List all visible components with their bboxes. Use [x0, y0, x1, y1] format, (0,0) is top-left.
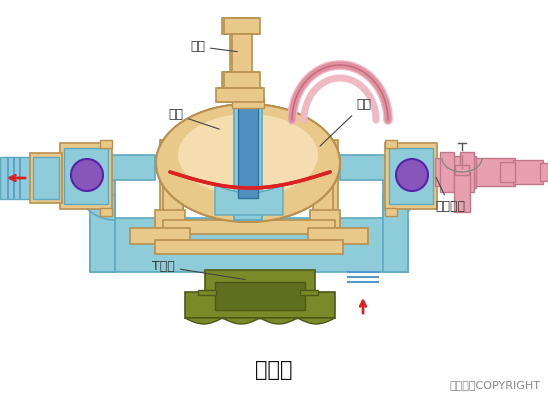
Bar: [454, 172, 470, 212]
Bar: [224, 72, 260, 90]
Bar: [218, 88, 262, 102]
Bar: [216, 88, 264, 102]
Text: 泵体: 泵体: [168, 108, 219, 129]
Text: 单向球阀: 单向球阀: [435, 178, 465, 213]
Bar: [435, 158, 515, 186]
Ellipse shape: [178, 114, 318, 196]
Ellipse shape: [396, 159, 428, 191]
Text: 东方仿真COPYRIGHT: 东方仿真COPYRIGHT: [449, 380, 540, 390]
Bar: [33, 157, 59, 199]
Bar: [215, 282, 305, 310]
Bar: [224, 18, 260, 34]
Text: 气缸: 气缸: [190, 40, 237, 53]
Text: 隔膜泵: 隔膜泵: [255, 360, 293, 380]
Polygon shape: [160, 140, 183, 230]
Bar: [155, 210, 185, 228]
Bar: [155, 240, 343, 254]
Bar: [232, 34, 252, 74]
Bar: [222, 18, 258, 34]
Bar: [310, 210, 340, 228]
Polygon shape: [185, 318, 335, 324]
Polygon shape: [383, 180, 423, 220]
Polygon shape: [313, 145, 333, 225]
Polygon shape: [163, 145, 183, 225]
Bar: [60, 143, 112, 209]
Bar: [455, 165, 469, 175]
Ellipse shape: [156, 104, 340, 222]
Bar: [198, 290, 216, 295]
Polygon shape: [75, 180, 115, 220]
Ellipse shape: [156, 104, 340, 222]
Polygon shape: [383, 180, 408, 272]
Ellipse shape: [178, 114, 318, 196]
Bar: [130, 228, 190, 244]
Bar: [234, 100, 262, 220]
Bar: [460, 152, 474, 192]
Polygon shape: [90, 155, 155, 180]
Ellipse shape: [71, 159, 103, 191]
Bar: [385, 140, 397, 148]
Polygon shape: [90, 218, 408, 272]
Bar: [64, 148, 108, 204]
Bar: [222, 72, 258, 90]
Polygon shape: [185, 270, 335, 318]
Polygon shape: [340, 155, 408, 180]
Bar: [300, 290, 318, 295]
Bar: [385, 208, 397, 216]
Bar: [232, 98, 264, 108]
Bar: [389, 148, 433, 204]
Polygon shape: [315, 140, 338, 230]
Bar: [100, 140, 112, 148]
Bar: [100, 208, 112, 216]
Bar: [30, 153, 62, 203]
Bar: [0, 157, 32, 199]
Bar: [308, 228, 368, 244]
Polygon shape: [90, 180, 115, 272]
Bar: [500, 162, 515, 182]
Bar: [163, 220, 335, 234]
Ellipse shape: [156, 104, 340, 222]
Ellipse shape: [178, 114, 318, 196]
Text: 隔膜: 隔膜: [320, 98, 371, 146]
Bar: [513, 160, 543, 184]
Bar: [448, 156, 476, 188]
Bar: [440, 152, 454, 192]
Bar: [238, 88, 258, 198]
Bar: [385, 143, 437, 209]
Polygon shape: [215, 185, 283, 215]
Bar: [230, 34, 250, 72]
Text: T型管: T型管: [152, 260, 246, 279]
Bar: [540, 163, 548, 181]
